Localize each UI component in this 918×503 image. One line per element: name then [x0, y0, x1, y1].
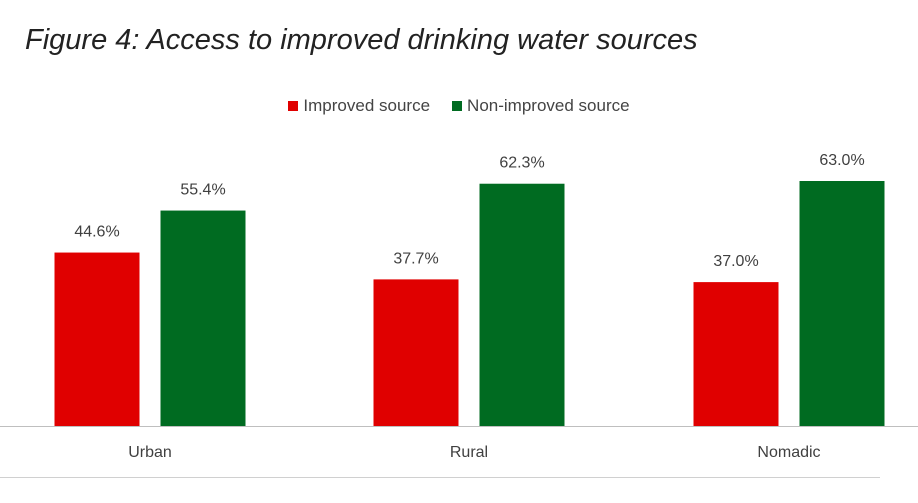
legend-swatch-improved: [288, 101, 299, 111]
bar-non-improved-source-nomadic: [799, 181, 885, 426]
legend-item-non-improved: Non-improved source: [452, 96, 630, 116]
data-label-improved-source-nomadic: 37.0%: [713, 253, 758, 270]
legend-label-improved: Improved source: [303, 96, 431, 115]
data-label-non-improved-source-urban: 55.4%: [180, 182, 225, 199]
legend-item-improved: Improved source: [288, 96, 430, 116]
data-label-non-improved-source-rural: 62.3%: [499, 155, 544, 172]
bar-non-improved-source-urban: [160, 210, 246, 426]
legend-label-non-improved: Non-improved source: [467, 96, 630, 115]
data-label-improved-source-rural: 37.7%: [393, 250, 438, 267]
legend-swatch-non-improved: [452, 101, 463, 111]
bar-improved-source-rural: [373, 279, 459, 426]
data-label-non-improved-source-nomadic: 63.0%: [819, 152, 864, 169]
data-label-improved-source-urban: 44.6%: [74, 224, 119, 241]
x-tick-label-nomadic: Nomadic: [757, 444, 820, 461]
bar-improved-source-nomadic: [693, 282, 779, 426]
chart-title: Figure 4: Access to improved drinking wa…: [25, 24, 698, 56]
bar-non-improved-source-rural: [479, 183, 565, 426]
x-tick-label-urban: Urban: [128, 444, 172, 461]
x-tick-label-rural: Rural: [450, 444, 488, 461]
bar-improved-source-urban: [54, 252, 140, 426]
chart-legend: Improved source Non-improved source: [0, 96, 918, 116]
